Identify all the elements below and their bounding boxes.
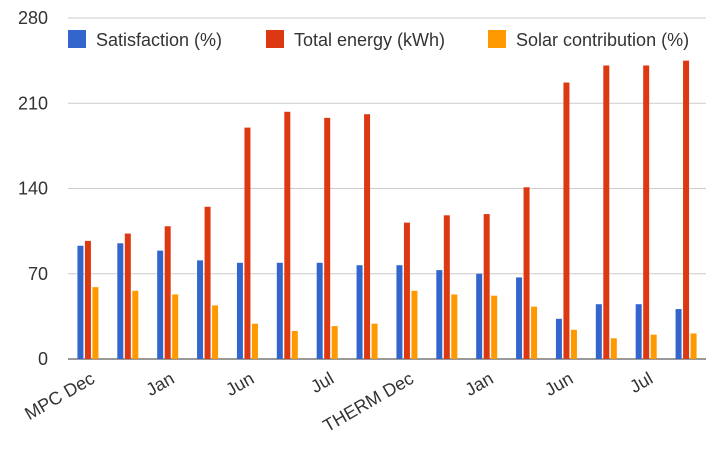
bar [443,215,450,359]
bar [172,294,179,359]
bar [531,306,538,359]
bar [204,206,211,359]
gridlines [68,17,706,360]
bar [396,265,403,359]
bar [316,262,323,359]
x-tick-label: Jan [462,368,497,400]
x-tick-label: Jan [143,368,178,400]
bar [516,277,523,359]
bar [236,262,243,359]
bar [451,294,458,359]
bar [650,334,657,359]
bar [635,304,642,359]
legend-label: Satisfaction (%) [96,30,222,50]
legend: Satisfaction (%) Total energy (kWh) Solar … [68,30,689,50]
bar [132,290,139,359]
y-tick-label: 0 [38,349,48,369]
bar [675,309,682,359]
legend-swatch [488,30,506,48]
bar [356,265,363,359]
bar [331,326,338,359]
bar [291,330,298,359]
bar [117,243,124,359]
bar [595,304,602,359]
bar [212,305,219,359]
bar [491,295,498,359]
legend-swatch [266,30,284,48]
bar [603,65,610,359]
x-tick-label: Jul [626,368,656,397]
y-tick-label: 210 [18,93,48,113]
bar [411,290,418,359]
bar [690,333,697,359]
y-axis-ticks: 0 70 140 210 280 [18,8,48,369]
x-tick-label: MPC Dec [21,368,98,424]
bar [124,233,131,359]
bar [555,318,562,359]
bar [77,245,84,359]
bar [92,287,99,359]
bar [476,273,483,359]
bar [157,250,164,359]
bar [483,214,490,359]
legend-label: Solar contribution (%) [516,30,689,50]
x-tick-label: Jun [222,368,257,400]
bar [276,262,283,359]
bar [563,82,570,360]
bar [244,127,251,359]
bar [324,117,331,359]
bar [436,270,443,359]
bar [251,323,258,359]
y-tick-label: 280 [18,8,48,28]
x-tick-label: Jun [541,368,576,400]
bar [371,323,378,359]
bar [284,111,291,360]
bar [403,222,410,359]
bar [610,338,617,359]
bar [683,60,690,359]
bar [570,329,577,359]
x-tick-label: Jul [307,368,337,397]
legend-swatch [68,30,86,48]
bars [77,60,697,360]
y-tick-label: 70 [28,264,48,284]
y-tick-label: 140 [18,179,48,199]
bar [164,226,171,359]
bar [523,187,530,359]
legend-label: Total energy (kWh) [294,30,445,50]
bar [84,240,91,359]
bar [364,114,371,359]
bar [643,65,650,359]
x-tick-label: THERM Dec [319,368,416,436]
bar [197,260,204,359]
